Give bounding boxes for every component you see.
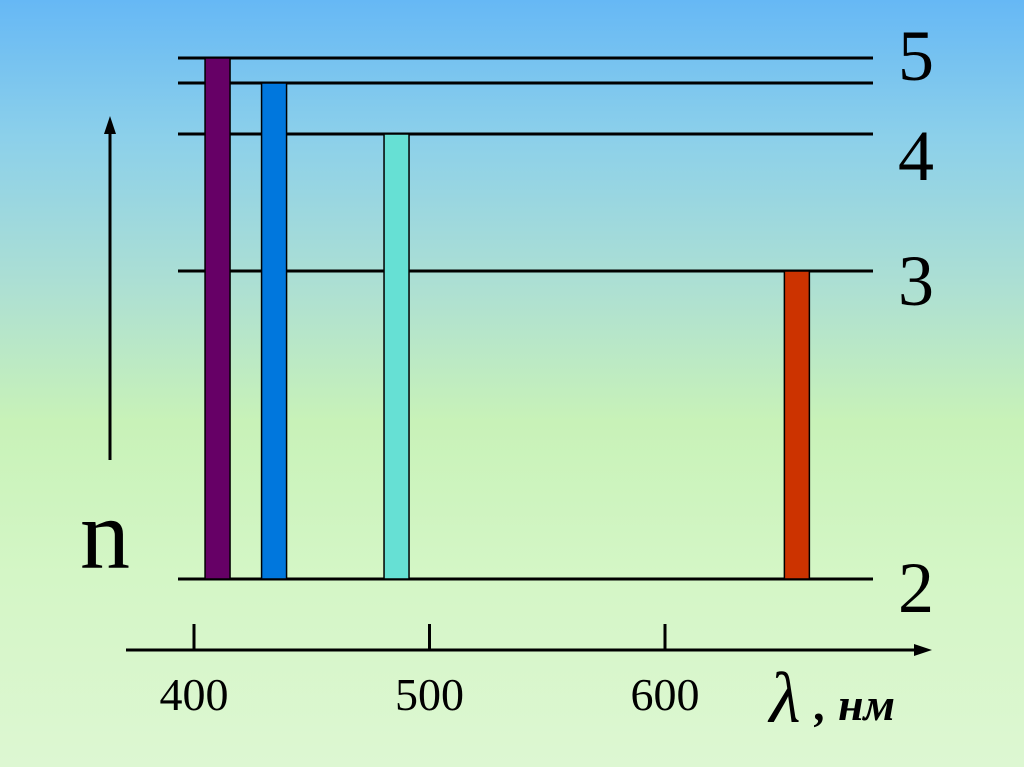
x-axis-unit: , нм	[814, 679, 895, 730]
spectral-bars	[204, 57, 811, 580]
x-axis-symbol: λ	[767, 658, 800, 738]
x-tick-label-500: 500	[395, 669, 464, 720]
spectral-bar-434	[260, 82, 288, 580]
y-axis-label: n	[80, 479, 130, 590]
level-label-4: 4	[898, 116, 934, 196]
x-axis-arrowhead	[914, 644, 932, 656]
level-label-5: 5	[898, 16, 934, 96]
energy-levels	[178, 56, 873, 581]
level-label-3: 3	[898, 241, 934, 321]
level-labels: 5 4 3 2	[898, 16, 934, 628]
x-tick-label-600: 600	[631, 669, 700, 720]
x-ticks: 400 500 600	[160, 624, 700, 720]
y-axis-arrowhead	[104, 116, 116, 134]
level-label-2: 2	[898, 548, 934, 628]
spectral-bar-410	[204, 57, 231, 580]
spectral-bar-656	[783, 270, 811, 580]
spectral-bar-486	[383, 133, 410, 580]
x-tick-label-400: 400	[160, 669, 229, 720]
